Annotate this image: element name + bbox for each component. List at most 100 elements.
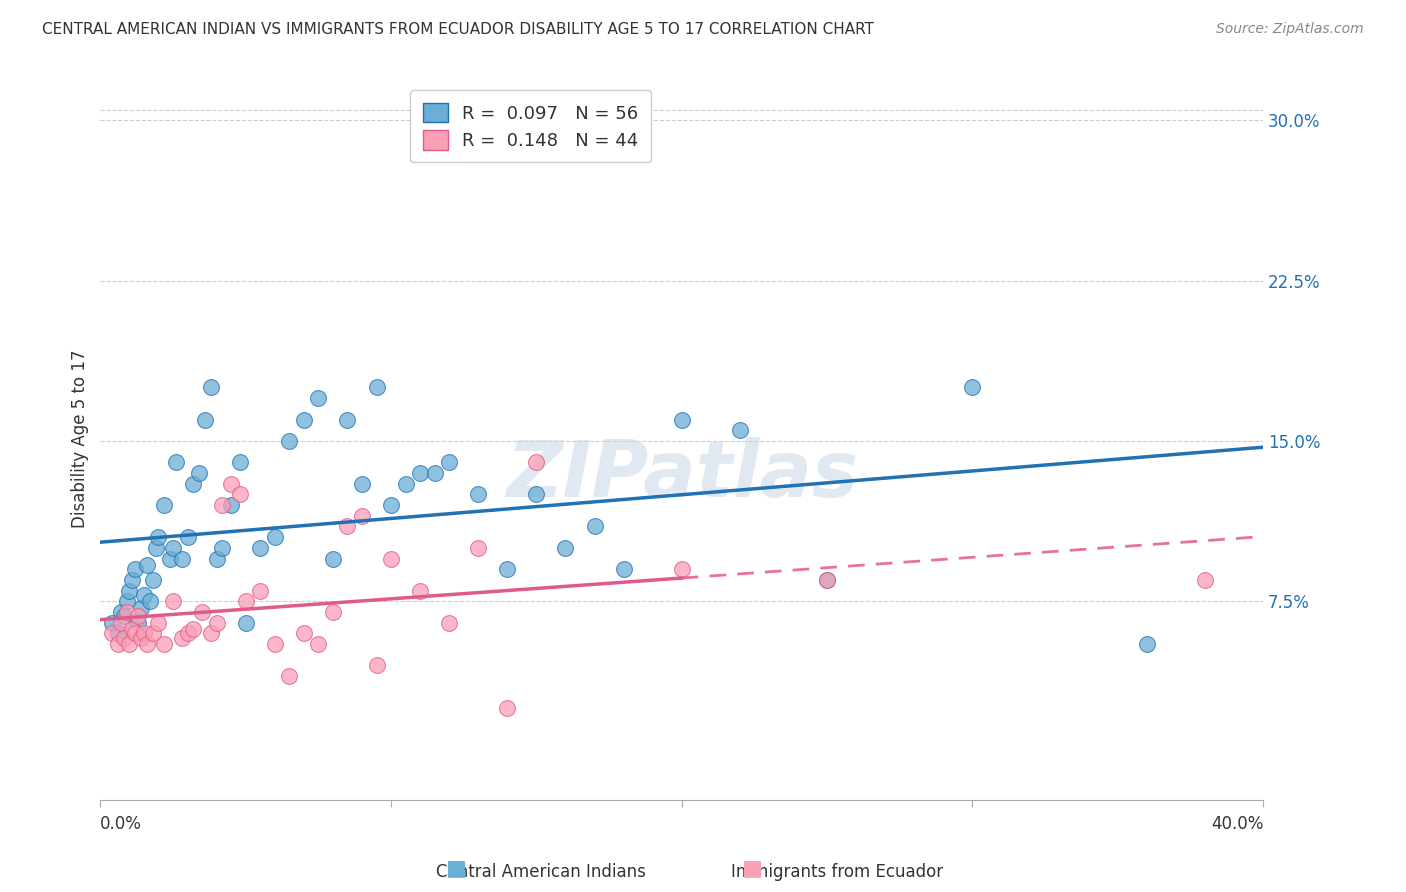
Point bbox=[110, 615, 132, 630]
Point bbox=[292, 626, 315, 640]
Point bbox=[170, 551, 193, 566]
Point bbox=[124, 562, 146, 576]
Point bbox=[219, 476, 242, 491]
Point bbox=[200, 380, 222, 394]
Point bbox=[191, 605, 214, 619]
Point bbox=[159, 551, 181, 566]
Point bbox=[394, 476, 416, 491]
Point bbox=[194, 412, 217, 426]
Point bbox=[121, 622, 143, 636]
Point bbox=[101, 615, 124, 630]
Point bbox=[263, 637, 285, 651]
Point bbox=[142, 573, 165, 587]
Point bbox=[200, 626, 222, 640]
Point bbox=[127, 609, 149, 624]
Point bbox=[815, 573, 838, 587]
Point bbox=[307, 391, 329, 405]
Point bbox=[211, 498, 233, 512]
Point bbox=[112, 631, 135, 645]
Point bbox=[162, 594, 184, 608]
Point bbox=[350, 508, 373, 523]
Point bbox=[107, 637, 129, 651]
Point bbox=[613, 562, 636, 576]
Point bbox=[278, 669, 301, 683]
Point bbox=[139, 594, 162, 608]
Point bbox=[728, 423, 751, 437]
Point bbox=[183, 476, 205, 491]
Point bbox=[229, 455, 252, 469]
Point bbox=[162, 541, 184, 555]
Point bbox=[380, 551, 402, 566]
Point bbox=[118, 637, 141, 651]
Point bbox=[129, 631, 152, 645]
Point bbox=[135, 558, 157, 572]
Point bbox=[1136, 637, 1159, 651]
Point bbox=[205, 551, 228, 566]
Point bbox=[249, 541, 271, 555]
Point bbox=[350, 476, 373, 491]
Point bbox=[115, 594, 138, 608]
Point bbox=[183, 622, 205, 636]
Point bbox=[135, 637, 157, 651]
Point bbox=[583, 519, 606, 533]
Point bbox=[366, 658, 388, 673]
Point bbox=[153, 498, 176, 512]
Point bbox=[132, 588, 155, 602]
Point bbox=[148, 530, 170, 544]
Point bbox=[409, 466, 432, 480]
Point bbox=[118, 583, 141, 598]
Point bbox=[110, 605, 132, 619]
Point bbox=[496, 562, 519, 576]
Point bbox=[336, 519, 359, 533]
Y-axis label: Disability Age 5 to 17: Disability Age 5 to 17 bbox=[72, 350, 89, 528]
Point bbox=[148, 615, 170, 630]
Point bbox=[205, 615, 228, 630]
Point bbox=[211, 541, 233, 555]
Point bbox=[165, 455, 187, 469]
Point bbox=[153, 637, 176, 651]
Point bbox=[145, 541, 167, 555]
Point bbox=[437, 455, 460, 469]
Text: ZIPatlas: ZIPatlas bbox=[506, 437, 858, 513]
Text: Source: ZipAtlas.com: Source: ZipAtlas.com bbox=[1216, 22, 1364, 37]
Point bbox=[423, 466, 446, 480]
Point bbox=[235, 615, 257, 630]
Point bbox=[322, 605, 344, 619]
Point bbox=[815, 573, 838, 587]
Point bbox=[188, 466, 211, 480]
Point bbox=[121, 573, 143, 587]
Text: ■: ■ bbox=[447, 858, 467, 878]
Point bbox=[229, 487, 252, 501]
Point bbox=[127, 615, 149, 630]
Point bbox=[170, 631, 193, 645]
Text: ■: ■ bbox=[742, 858, 762, 878]
Point bbox=[409, 583, 432, 598]
Point bbox=[235, 594, 257, 608]
Point bbox=[176, 530, 198, 544]
Text: Immigrants from Ecuador: Immigrants from Ecuador bbox=[731, 863, 942, 881]
Point bbox=[467, 541, 489, 555]
Point bbox=[129, 600, 152, 615]
Point bbox=[336, 412, 359, 426]
Point bbox=[263, 530, 285, 544]
Point bbox=[437, 615, 460, 630]
Point bbox=[219, 498, 242, 512]
Point bbox=[496, 701, 519, 715]
Point bbox=[132, 626, 155, 640]
Point bbox=[467, 487, 489, 501]
Point bbox=[526, 455, 548, 469]
Point bbox=[307, 637, 329, 651]
Text: 0.0%: 0.0% bbox=[100, 815, 142, 833]
Point bbox=[112, 609, 135, 624]
Point bbox=[142, 626, 165, 640]
Legend: R =  0.097   N = 56, R =  0.148   N = 44: R = 0.097 N = 56, R = 0.148 N = 44 bbox=[411, 90, 651, 162]
Point bbox=[176, 626, 198, 640]
Point bbox=[962, 380, 984, 394]
Point bbox=[1194, 573, 1216, 587]
Point bbox=[322, 551, 344, 566]
Point bbox=[278, 434, 301, 448]
Point bbox=[107, 626, 129, 640]
Point bbox=[380, 498, 402, 512]
Text: CENTRAL AMERICAN INDIAN VS IMMIGRANTS FROM ECUADOR DISABILITY AGE 5 TO 17 CORREL: CENTRAL AMERICAN INDIAN VS IMMIGRANTS FR… bbox=[42, 22, 875, 37]
Point bbox=[366, 380, 388, 394]
